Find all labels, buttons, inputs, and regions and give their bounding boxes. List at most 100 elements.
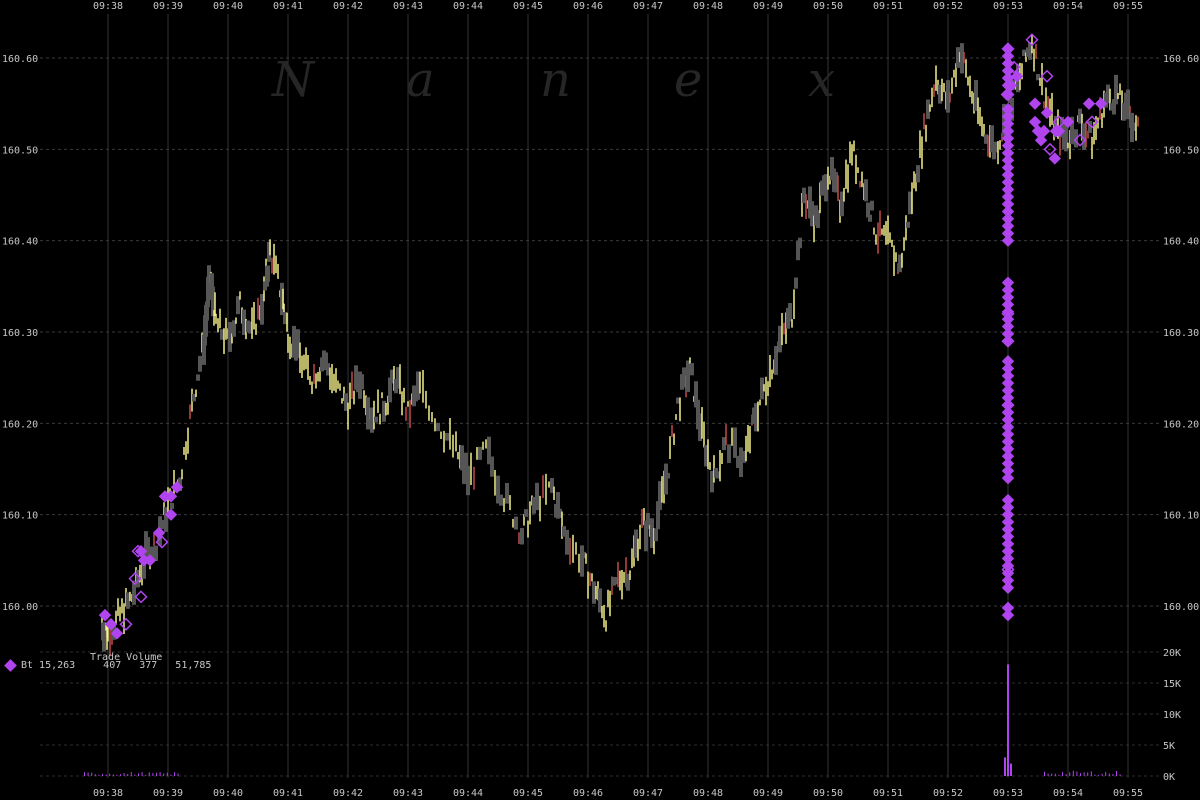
price-tick: [977, 97, 979, 125]
price-tick: [1051, 92, 1053, 125]
price-tick: [788, 303, 792, 322]
price-tick: [578, 553, 580, 573]
price-tick: [315, 373, 317, 389]
price-tick: [407, 401, 409, 407]
price-tick: [895, 252, 897, 262]
x-tick-label-bottom: 09:43: [393, 788, 423, 799]
price-tick: [813, 215, 815, 243]
price-tick: [106, 625, 108, 650]
price-tick: [767, 381, 769, 397]
volume-value-3: 377: [139, 660, 158, 671]
price-tick: [725, 424, 727, 445]
price-tick: [923, 113, 925, 130]
price-tick: [1041, 63, 1043, 96]
block-trade-marker: [1001, 168, 1015, 182]
price-tick: [1085, 121, 1087, 148]
price-tick: [518, 532, 520, 545]
price-tick: [1137, 116, 1139, 127]
x-tick-label-bottom: 09:47: [633, 788, 663, 799]
price-tick: [864, 179, 868, 202]
price-tick: [701, 407, 703, 439]
price-tick: [431, 412, 433, 423]
block-trade-marker: [1001, 530, 1015, 543]
price-tick: [503, 498, 505, 513]
volume-bar: [116, 774, 118, 776]
price-tick: [946, 80, 950, 113]
price-tick: [223, 328, 225, 355]
block-trade-marker: [1001, 376, 1015, 390]
price-tick: [374, 416, 378, 423]
price-tick: [204, 304, 208, 337]
volume-bar: [1080, 773, 1081, 776]
volume-bar: [112, 774, 114, 776]
block-trade-marker: [1001, 190, 1015, 204]
block-trade-marker: [1001, 601, 1015, 615]
price-tick: [473, 466, 475, 490]
x-axis-bottom: 09:38 09:39 09:40 09:41 09:42 09:43 09:44 09:45…: [93, 788, 1143, 799]
price-tick: [550, 478, 554, 493]
volume-bar: [109, 773, 111, 776]
price-tick: [851, 144, 853, 166]
price-tick: [778, 325, 782, 353]
price-tick: [1117, 93, 1119, 100]
price-tick: [160, 520, 164, 529]
price-tick: [301, 355, 303, 378]
block-trade-marker: [1001, 183, 1015, 196]
price-tick: [388, 377, 392, 403]
block-trade-marker: [1001, 42, 1015, 56]
price-tick: [129, 591, 131, 602]
price-tick: [669, 436, 671, 460]
volume-bar: [174, 772, 175, 776]
price-tick: [885, 221, 887, 245]
block-trade-marker: [1001, 435, 1015, 448]
block-trade-marker: [1001, 161, 1015, 174]
price-tick: [283, 303, 285, 314]
price-tick: [235, 317, 237, 324]
block-trade-marker: [1001, 197, 1015, 211]
volume-bar: [102, 773, 103, 776]
price-tick: [791, 319, 793, 328]
block-trade-marker: [1001, 457, 1015, 470]
volume-bar: [120, 774, 121, 776]
price-tick: [419, 371, 421, 394]
price-tick: [353, 390, 355, 405]
block-trade-marker: [1001, 117, 1015, 130]
price-tick: [1039, 77, 1041, 86]
volume-bar: [177, 773, 179, 776]
watermark-letter: N: [271, 52, 316, 108]
price-tick: [901, 252, 903, 268]
price-tick: [271, 257, 273, 274]
x-tick-label-top: 09:41: [273, 1, 303, 12]
trade-marker-filled: [1028, 115, 1042, 129]
x-tick-label-bottom: 09:49: [753, 788, 783, 799]
price-tick: [763, 384, 765, 392]
price-tick: [601, 605, 603, 619]
price-tick: [824, 174, 828, 202]
volume-legend-title: Trade Volume: [90, 652, 163, 663]
price-tick: [296, 329, 300, 358]
price-tick: [1035, 43, 1037, 59]
price-tick: [273, 243, 275, 275]
price-tick: [629, 570, 631, 580]
price-tick: [783, 322, 785, 335]
price-tick: [883, 224, 885, 236]
y-tick-label-right: 160.50: [1163, 145, 1199, 156]
price-tick: [913, 171, 915, 189]
x-tick-label-bottom: 09:38: [93, 788, 123, 799]
price-tick: [269, 239, 271, 256]
y-tick-label-left: 160.00: [2, 602, 38, 613]
price-tick: [499, 494, 503, 506]
block-trade-marker: [1001, 608, 1015, 622]
price-tick: [455, 431, 457, 452]
volume-bar: [166, 772, 168, 776]
block-trade-marker: [1001, 176, 1015, 189]
x-tick-label-bottom: 09:45: [513, 788, 543, 799]
y-tick-label-left: 160.60: [2, 54, 38, 65]
x-tick-label-top: 09:51: [873, 1, 903, 12]
x-tick-label-bottom: 09:39: [153, 788, 183, 799]
price-tick: [719, 450, 721, 482]
price-tick: [676, 397, 680, 404]
price-tick: [115, 610, 117, 624]
x-tick-label-bottom: 09:50: [813, 788, 843, 799]
x-tick-label-top: 09:42: [333, 1, 363, 12]
